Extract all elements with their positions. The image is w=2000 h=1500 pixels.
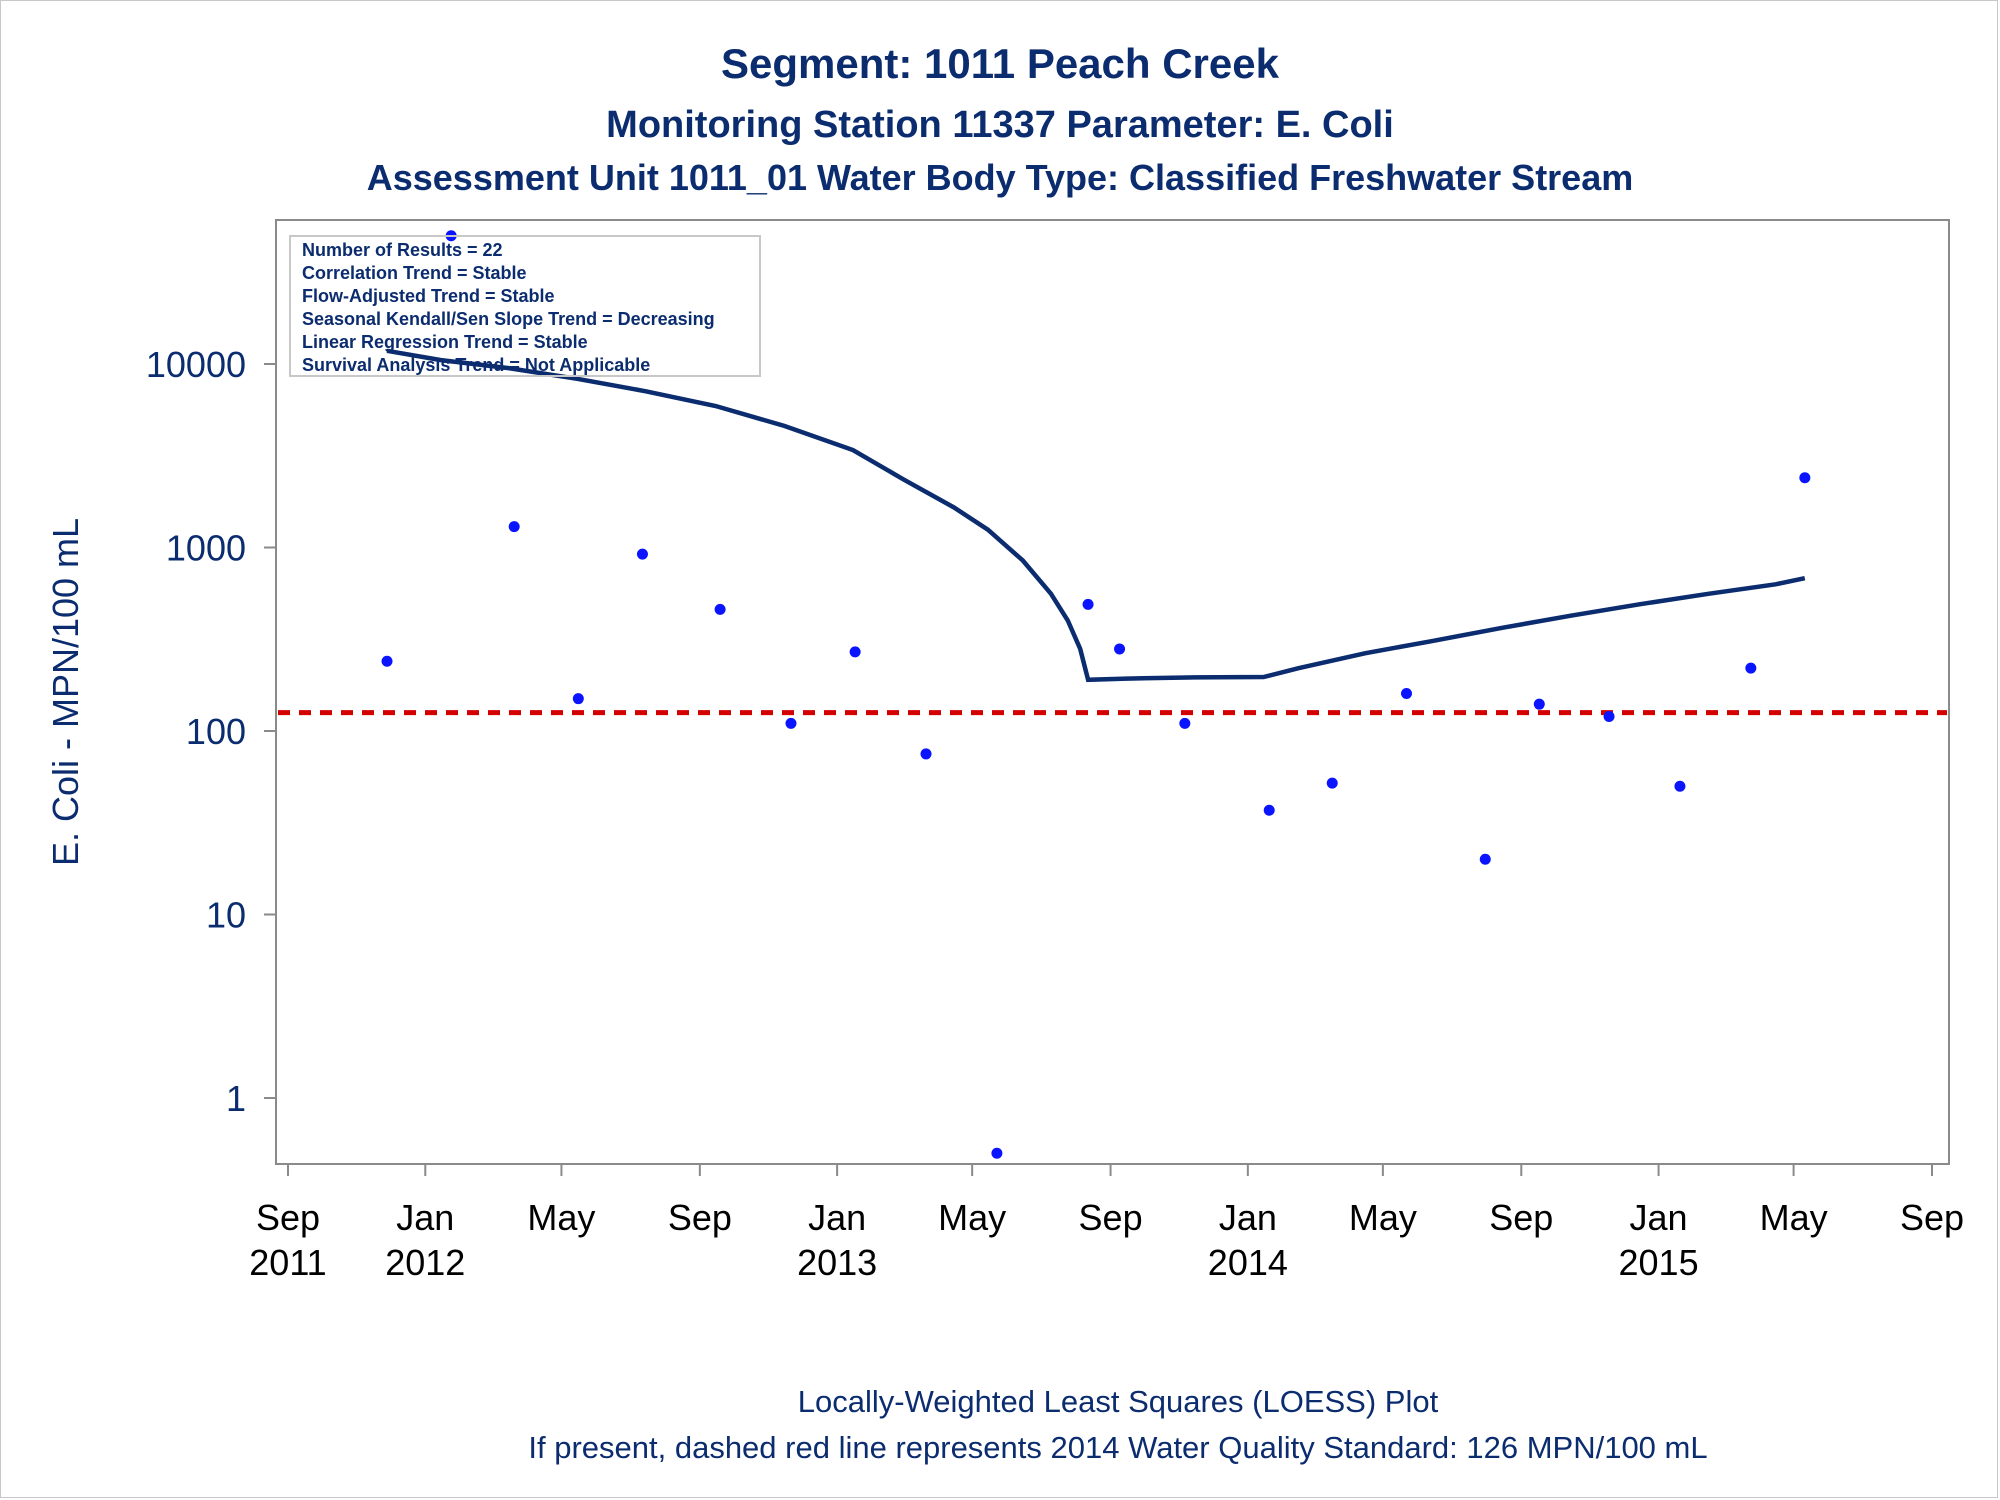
x-tick-label: May [1349, 1197, 1417, 1238]
x-tick-year-label: 2013 [797, 1242, 877, 1283]
footer-standard-note: If present, dashed red line represents 2… [528, 1430, 1707, 1465]
stats-survival-analysis-trend: Survival Analysis Trend = Not Applicable [302, 355, 650, 375]
x-tick-label: May [1760, 1197, 1828, 1238]
x-tick-label: Sep [668, 1197, 732, 1238]
data-point [714, 603, 726, 615]
y-tick-label: 100 [186, 711, 246, 752]
x-tick-label: Jan [808, 1197, 866, 1238]
data-point [1179, 717, 1191, 729]
y-tick-label: 10000 [146, 344, 246, 385]
y-axis: 1 10 100 1000 10000 [146, 344, 276, 1119]
data-point [1745, 662, 1757, 674]
x-tick-year-label: 2011 [249, 1242, 326, 1283]
footer-plot-type: Locally-Weighted Least Squares (LOESS) P… [798, 1384, 1439, 1419]
data-point [1326, 777, 1338, 789]
x-tick-year-label: 2014 [1208, 1242, 1288, 1283]
data-point [1674, 780, 1686, 792]
x-tick-year-label: 2012 [385, 1242, 465, 1283]
y-axis-label: E. Coli - MPN/100 mL [45, 518, 86, 866]
data-point [1114, 643, 1126, 655]
stats-box: Number of Results = 22 Correlation Trend… [289, 235, 761, 377]
stats-correlation-trend: Correlation Trend = Stable [302, 263, 527, 283]
stats-box-frame [289, 235, 761, 377]
chart-subtitle-assessment: Assessment Unit 1011_01 Water Body Type:… [367, 157, 1634, 198]
data-point [636, 548, 648, 560]
data-point [1401, 688, 1413, 700]
data-point [920, 748, 932, 760]
stats-linear-regression-trend: Linear Regression Trend = Stable [302, 332, 588, 352]
data-point [1082, 598, 1094, 610]
data-point [1799, 472, 1811, 484]
x-tick-label: May [938, 1197, 1006, 1238]
x-tick-label: May [527, 1197, 595, 1238]
stats-flow-adjusted-trend: Flow-Adjusted Trend = Stable [302, 286, 555, 306]
data-point [381, 655, 393, 667]
x-tick-label: Sep [1900, 1197, 1964, 1238]
plot-area [275, 219, 1950, 1165]
data-point [1603, 710, 1615, 722]
x-tick-label: Jan [1630, 1197, 1688, 1238]
x-tick-label: Jan [1219, 1197, 1277, 1238]
y-tick-label: 1000 [166, 528, 246, 569]
y-tick-label: 10 [206, 895, 246, 936]
x-tick-year-label: 2015 [1619, 1242, 1699, 1283]
data-point [849, 646, 861, 658]
loess-series-line [386, 348, 1806, 683]
data-point [991, 1147, 1003, 1159]
x-tick-label: Sep [1489, 1197, 1553, 1238]
data-point [572, 693, 584, 705]
chart-subtitle-station: Monitoring Station 11337 Parameter: E. C… [606, 104, 1394, 146]
data-points [381, 230, 1811, 1159]
data-point [508, 521, 520, 533]
data-point [1263, 804, 1275, 816]
chart-title: Segment: 1011 Peach Creek [721, 40, 1280, 87]
y-tick-label: 1 [226, 1078, 246, 1119]
x-tick-label: Sep [1079, 1197, 1143, 1238]
data-point [1479, 853, 1491, 865]
stats-number-of-results: Number of Results = 22 [302, 240, 503, 260]
data-point [785, 717, 797, 729]
x-tick-label: Sep [256, 1197, 320, 1238]
data-point [1533, 698, 1545, 710]
x-tick-label: Jan [396, 1197, 454, 1238]
stats-seasonal-kendall-trend: Seasonal Kendall/Sen Slope Trend = Decre… [302, 309, 715, 329]
